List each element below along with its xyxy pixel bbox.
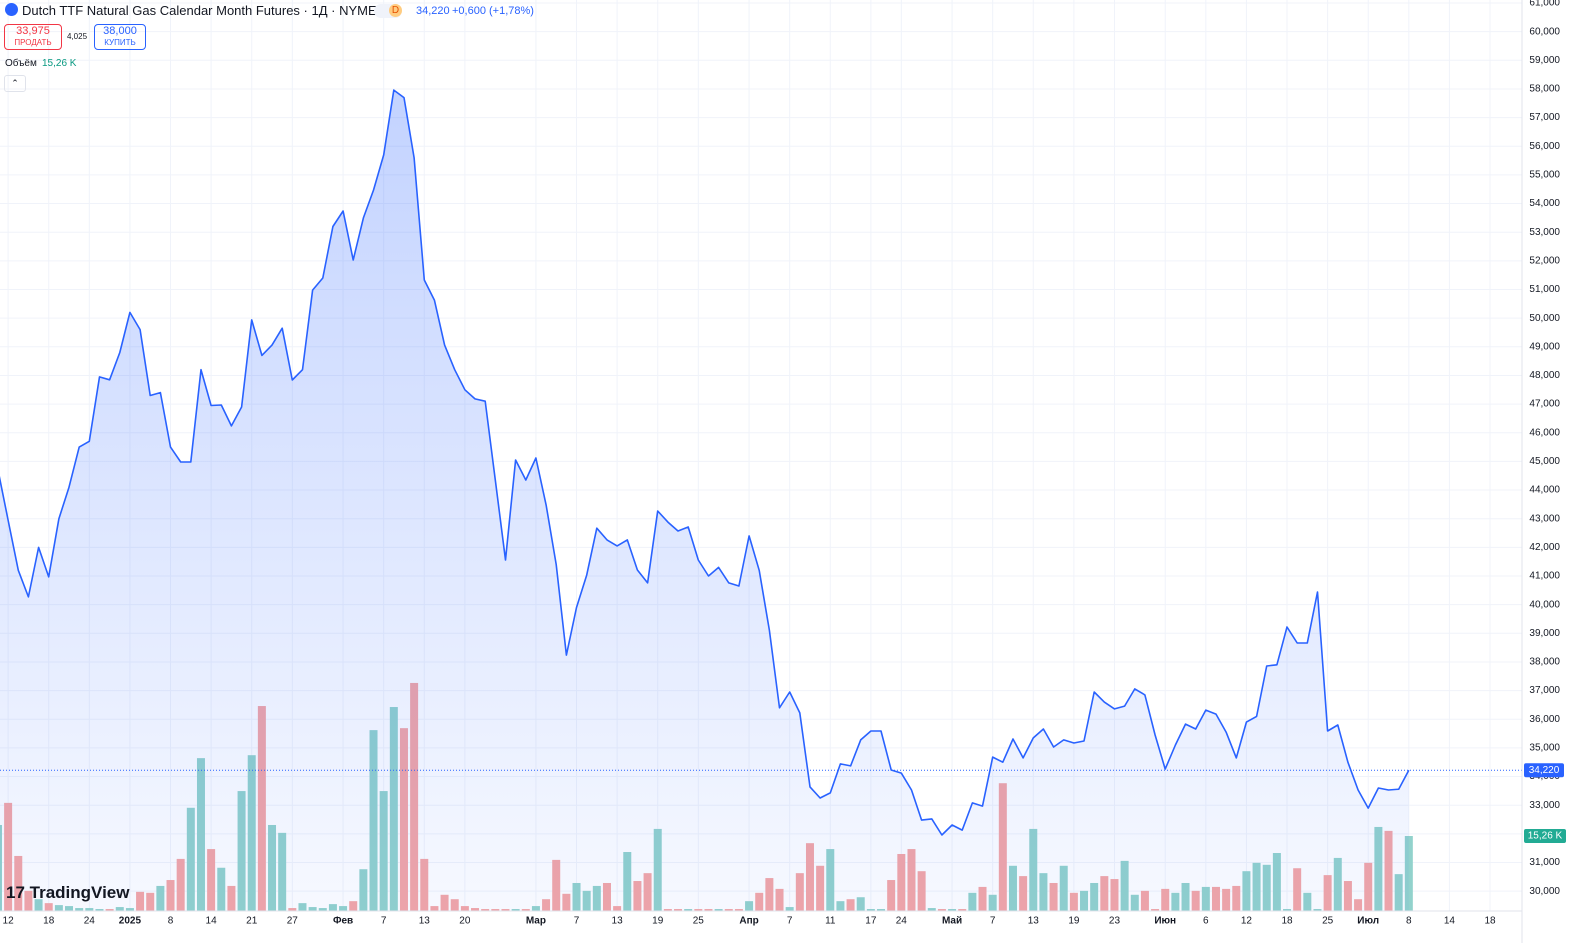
x-tick-label: 25: [1322, 916, 1334, 927]
x-tick-label: 12: [3, 916, 15, 927]
y-tick-label: 56,000: [1529, 141, 1560, 152]
badge[interactable]: D: [374, 4, 402, 18]
x-tick-label: Июл: [1357, 916, 1379, 927]
volume-label: 15,26 K: [1528, 831, 1563, 842]
x-tick-label: 18: [1484, 916, 1496, 927]
y-tick-label: 43,000: [1529, 513, 1560, 524]
y-tick-label: 50,000: [1529, 313, 1560, 324]
y-tick-label: 41,000: [1529, 571, 1560, 582]
y-tick-label: 54,000: [1529, 198, 1560, 209]
y-tick-label: 53,000: [1529, 227, 1560, 238]
x-tick-label: 13: [612, 916, 624, 927]
x-tick-label: 19: [1068, 916, 1080, 927]
y-tick-label: 46,000: [1529, 427, 1560, 438]
buy-button[interactable]: 38,000 КУПИТЬ: [94, 24, 146, 50]
volume-bar: [1404, 835, 1413, 911]
x-tick-label: 13: [419, 916, 431, 927]
buy-label: КУПИТЬ: [104, 38, 136, 47]
y-tick-label: 47,000: [1529, 399, 1560, 410]
logo-text: TradingView: [29, 883, 130, 902]
x-tick-label: 24: [84, 916, 96, 927]
y-tick-label: 45,000: [1529, 456, 1560, 467]
x-tick-label: 6: [1203, 916, 1209, 927]
badge-text: D: [389, 4, 402, 17]
x-tick-label: 2025: [119, 916, 142, 927]
title: Dutch TTF Natural Gas Calendar Month Fut…: [22, 3, 386, 18]
symbol-icon: [5, 3, 18, 16]
sell-price: 33,975: [16, 25, 50, 37]
last-price: 34,220: [416, 5, 450, 17]
y-tick-label: 31,000: [1529, 857, 1560, 868]
buy-price: 38,000: [103, 25, 137, 37]
change: +0,600 (+1,78%): [452, 5, 534, 17]
x-tick-label: 19: [652, 916, 664, 927]
x-tick-label: 25: [693, 916, 705, 927]
y-tick-label: 61,000: [1529, 0, 1560, 9]
y-tick-label: 38,000: [1529, 657, 1560, 668]
price-label: 34,220: [1529, 765, 1560, 776]
x-tick-label: 24: [896, 916, 908, 927]
y-tick-label: 30,000: [1529, 886, 1560, 897]
y-tick-label: 55,000: [1529, 170, 1560, 181]
x-tick-label: 17: [865, 916, 877, 927]
area-fill: [0, 90, 1409, 911]
sell-label: ПРОДАТЬ: [14, 38, 52, 47]
x-tick-label: 7: [990, 916, 996, 927]
y-tick-label: 37,000: [1529, 685, 1560, 696]
x-tick-label: 14: [1444, 916, 1456, 927]
x-tick-label: 7: [381, 916, 387, 927]
logo: 17 TradingView: [6, 883, 130, 902]
y-tick-label: 42,000: [1529, 542, 1560, 553]
x-tick-label: Апр: [739, 916, 758, 927]
x-tick-label: 27: [287, 916, 299, 927]
y-tick-label: 51,000: [1529, 284, 1560, 295]
volume-value: 15,26 K: [42, 58, 77, 69]
y-tick-label: 40,000: [1529, 599, 1560, 610]
x-tick-label: 7: [787, 916, 793, 927]
price-line: [0, 89, 1410, 836]
x-tick-label: Июн: [1154, 916, 1176, 927]
y-tick-label: 35,000: [1529, 743, 1560, 754]
x-tick-label: 23: [1109, 916, 1121, 927]
x-tick-label: 8: [1406, 916, 1412, 927]
collapse-button[interactable]: ⌃: [4, 75, 26, 92]
x-tick-label: 18: [1281, 916, 1293, 927]
y-tick-label: 52,000: [1529, 255, 1560, 266]
x-tick-label: 18: [43, 916, 55, 927]
x-tick-label: Мар: [526, 916, 546, 927]
sell-button[interactable]: 33,975 ПРОДАТЬ: [4, 24, 62, 50]
y-tick-label: 33,000: [1529, 800, 1560, 811]
x-tick-label: 12: [1241, 916, 1253, 927]
spread: 4,025: [67, 32, 88, 41]
y-tick-label: 39,000: [1529, 628, 1560, 639]
volume-name: Объём: [5, 58, 37, 69]
x-tick-label: Май: [942, 916, 962, 927]
y-tick-label: 49,000: [1529, 341, 1560, 352]
x-tick-label: Фев: [333, 916, 353, 927]
x-tick-label: 14: [206, 916, 218, 927]
x-tick-label: 21: [246, 916, 258, 927]
x-tick-label: 11: [825, 916, 836, 927]
y-tick-label: 58,000: [1529, 84, 1560, 95]
price-label-box: [1524, 763, 1564, 778]
x-tick-label: 13: [1028, 916, 1040, 927]
x-tick-label: 20: [459, 916, 471, 927]
y-tick-label: 60,000: [1529, 26, 1560, 37]
y-tick-label: 44,000: [1529, 485, 1560, 496]
y-tick-label: 36,000: [1529, 714, 1560, 725]
y-tick-label: 59,000: [1529, 55, 1560, 66]
x-tick-label: 7: [574, 916, 580, 927]
volume-label-box: [1524, 828, 1566, 843]
y-tick-label: 57,000: [1529, 112, 1560, 123]
y-tick-label: 48,000: [1529, 370, 1560, 381]
x-tick-label: 8: [168, 916, 174, 927]
